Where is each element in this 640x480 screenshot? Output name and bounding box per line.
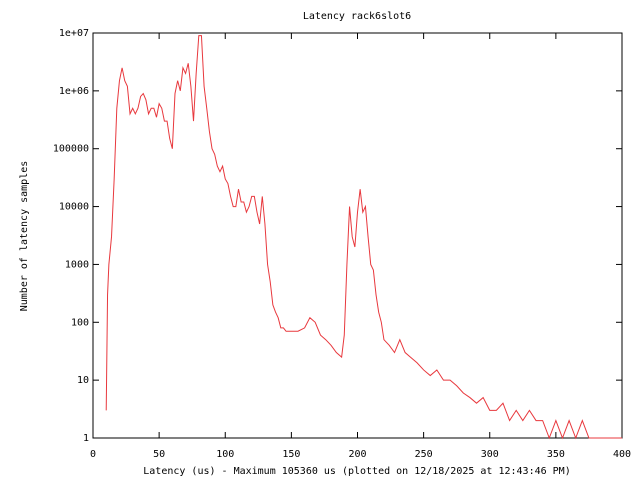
x-axis-label: Latency (us) - Maximum 105360 us (plotte…: [143, 466, 570, 477]
y-tick-label: 1000: [65, 259, 89, 270]
y-tick-label: 1: [83, 433, 89, 444]
series-line: [105, 35, 622, 440]
x-tick-label: 400: [613, 449, 631, 460]
plot-frame: [92, 32, 623, 439]
y-tick-label: 100000: [53, 144, 89, 155]
y-tick-label: 1e+07: [59, 28, 89, 39]
y-tick-label: 1e+06: [59, 86, 89, 97]
y-tick-label: 10: [77, 375, 89, 386]
x-tick-label: 250: [415, 449, 433, 460]
x-tick-label: 0: [90, 449, 96, 460]
x-tick-label: 350: [547, 449, 565, 460]
x-tick-label: 50: [153, 449, 165, 460]
y-tick-label: 100: [71, 317, 89, 328]
x-tick-label: 300: [481, 449, 499, 460]
y-axis-label: Number of latency samples: [19, 161, 30, 312]
y-tick-label: 10000: [59, 202, 89, 213]
chart-title: Latency rack6slot6: [303, 11, 411, 22]
x-tick-label: 100: [216, 449, 234, 460]
x-tick-label: 150: [282, 449, 300, 460]
x-tick-label: 200: [348, 449, 366, 460]
